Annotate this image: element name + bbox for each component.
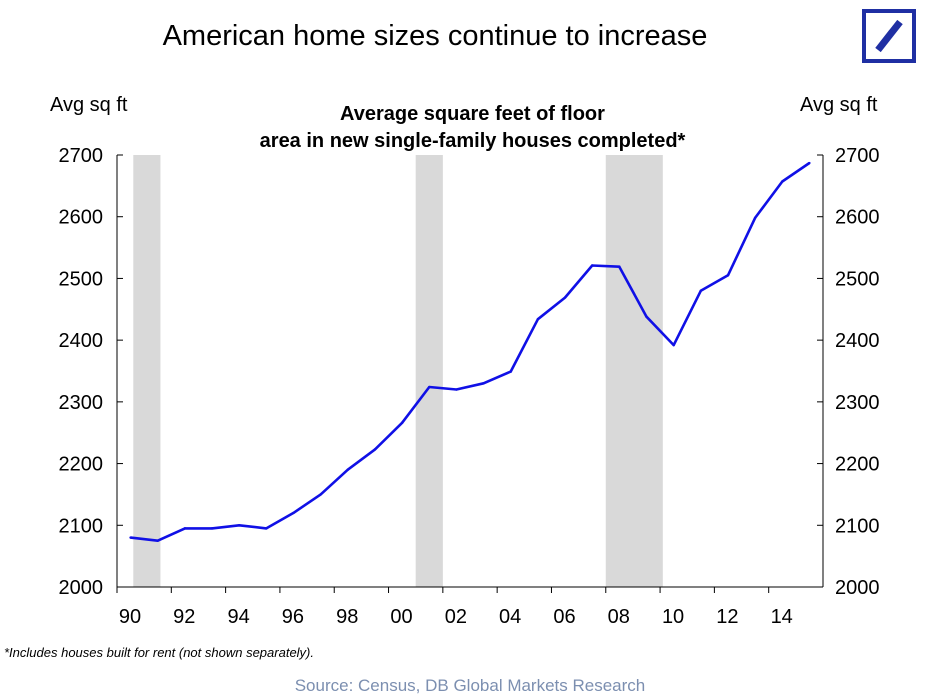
recession-band-1 [415,155,443,587]
data-point [753,216,757,220]
data-point [400,421,404,425]
chart-title: Average square feet of floor area in new… [200,101,745,155]
data-point [726,274,730,277]
y-tick-label-right-2200: 2200 [835,454,880,476]
y-tick-label-right-2700: 2700 [835,145,880,167]
data-point [428,385,431,389]
data-point [672,343,675,347]
y-tick-label-right-2500: 2500 [835,268,880,290]
data-point [482,382,485,385]
data-point [346,468,350,471]
data-point [808,161,811,165]
data-point [237,524,241,527]
y-tick-label-left-2100: 2100 [59,515,104,537]
y-axis-right-label: Avg sq ft [800,94,878,116]
x-tick-label-92: 92 [173,606,195,628]
y-tick-label-left-2300: 2300 [59,392,104,414]
chart-title-line-2: area in new single-family houses complet… [259,130,686,152]
y-tick-label-left-2200: 2200 [59,454,104,476]
series-line-0 [130,161,811,543]
y-tick-label-left-2400: 2400 [59,330,104,352]
data-point [781,180,784,183]
y-tick-label-right-2300: 2300 [835,392,880,414]
data-point [618,265,621,268]
source-note: Source: Census, DB Global Markets Resear… [294,676,646,695]
footnote: *Includes houses built for rent (not sho… [4,645,315,660]
data-point [319,493,322,496]
data-point [509,370,512,373]
x-tick-label-96: 96 [282,606,304,628]
y-tick-label-right-2600: 2600 [835,207,880,229]
recession-band-0 [133,155,161,587]
data-point [292,511,295,515]
data-point [210,527,214,530]
logo-slash-icon [875,19,903,53]
x-tick-label-98: 98 [336,606,358,628]
x-tick-label-14: 14 [771,606,793,628]
data-point [590,264,594,267]
x-tick-label-00: 00 [390,606,412,628]
data-point [373,448,377,451]
y-tick-label-left-2500: 2500 [59,268,104,290]
data-point [699,289,703,292]
x-tick-label-90: 90 [119,606,141,628]
data-point [156,539,159,542]
x-tick-label-10: 10 [662,606,684,628]
data-point [455,388,458,391]
x-tick-label-12: 12 [716,606,738,628]
y-axis-left-label: Avg sq ft [50,94,128,116]
y-tick-label-left-2700: 2700 [59,145,104,167]
chart-title-line-1: Average square feet of floor [340,103,605,125]
deutsche-bank-logo [862,9,916,63]
x-tick-label-06: 06 [553,606,575,628]
data-point [645,315,648,318]
line-chart: 2000 2000 2100 2100 2200 2200 2300 2300 2400 2400… [59,145,880,628]
data-point [563,296,567,299]
y-tick-label-right-2000: 2000 [835,577,880,599]
data-point [536,317,540,321]
y-tick-label-left-2600: 2600 [59,207,104,229]
data-point [129,536,132,539]
x-tick-label-08: 08 [608,606,630,628]
page-title: American home sizes continue to increase [162,20,708,52]
y-tick-label-right-2400: 2400 [835,330,880,352]
x-tick-label-02: 02 [445,606,467,628]
y-tick-label-right-2100: 2100 [835,515,880,537]
recession-band-2 [605,155,663,587]
data-point [265,527,268,530]
data-point [183,527,187,530]
x-tick-label-04: 04 [499,606,521,628]
y-tick-label-left-2000: 2000 [59,577,104,599]
x-tick-label-94: 94 [227,606,249,628]
